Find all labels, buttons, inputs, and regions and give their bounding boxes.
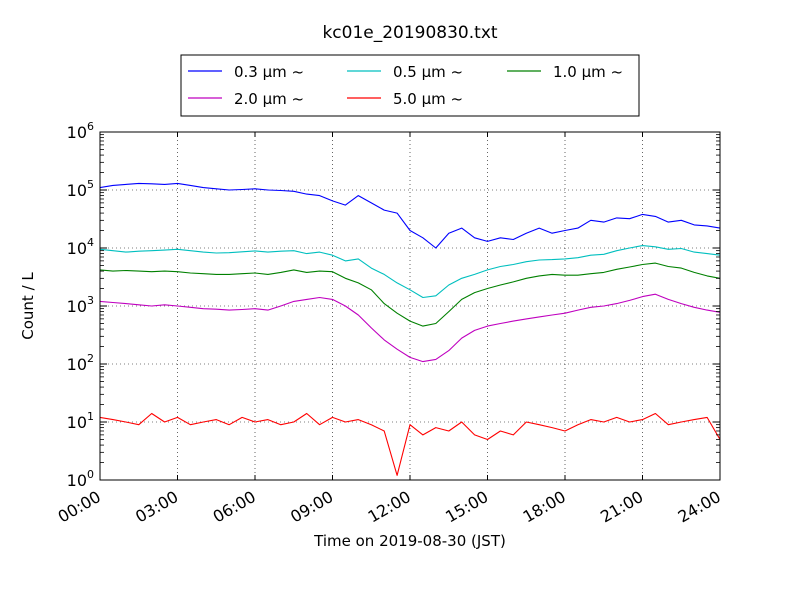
y-tick-label: 104 <box>67 236 94 258</box>
legend-label: 1.0 μm ~ <box>553 63 623 81</box>
y-tick-label: 106 <box>67 120 94 142</box>
series-line-3 <box>100 262 720 327</box>
legend-label: 0.3 μm ~ <box>234 63 304 81</box>
series-line-2 <box>100 245 720 299</box>
y-tick-label: 103 <box>67 294 94 316</box>
y-tick-label: 100 <box>67 468 94 490</box>
series-line-5 <box>100 412 720 476</box>
series-lines <box>100 182 720 476</box>
chart-title: kc01e_20190830.txt <box>322 23 497 43</box>
y-tick-label: 102 <box>67 352 94 374</box>
x-axis-label: Time on 2019-08-30 (JST) <box>313 532 506 550</box>
legend-label: 2.0 μm ~ <box>234 90 304 108</box>
gridlines <box>100 132 720 480</box>
series-line-4 <box>100 293 720 363</box>
y-axis-label: Count / L <box>19 272 37 340</box>
y-tick-label: 105 <box>67 178 94 200</box>
legend-label: 0.5 μm ~ <box>393 63 463 81</box>
series-line-1 <box>100 182 720 249</box>
legend-box <box>180 54 640 117</box>
legend: 0.3 μm ~ 0.5 μm ~ 1.0 μm ~ 2.0 μm ~ 5.0 μm ~ <box>180 54 640 117</box>
legend-label: 5.0 μm ~ <box>393 90 463 108</box>
y-tick-label: 101 <box>67 410 94 432</box>
